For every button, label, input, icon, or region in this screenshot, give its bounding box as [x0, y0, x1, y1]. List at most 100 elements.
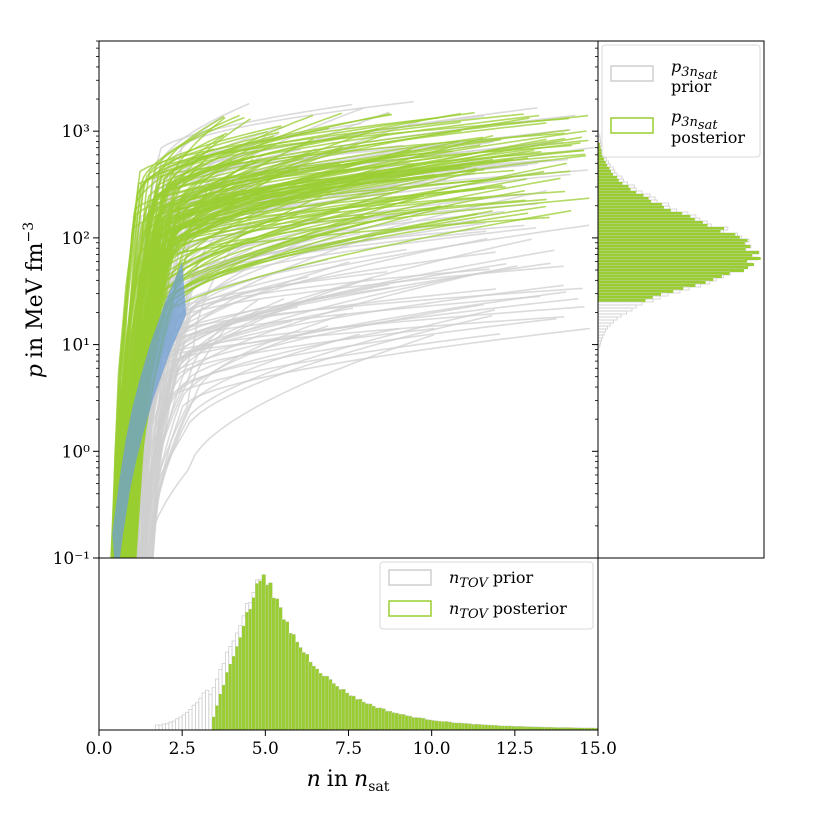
posterior-pressure-bin — [598, 263, 754, 266]
posterior-pressure-bin — [598, 152, 603, 155]
posterior-pressure-bin — [598, 272, 730, 275]
posterior-eos-line — [132, 170, 545, 558]
posterior-ntov-bin — [484, 725, 489, 730]
posterior-ntov-bin — [315, 669, 319, 730]
posterior-ntov-bin — [278, 607, 283, 730]
posterior-pressure-bin — [598, 197, 649, 200]
posterior-ntov-bin — [421, 718, 426, 730]
posterior-eos-line — [133, 189, 301, 558]
eos-sample-lines — [110, 100, 596, 558]
posterior-ntov-bin — [388, 711, 392, 730]
posterior-ntov-bin — [318, 673, 323, 730]
posterior-ntov-bin — [528, 726, 532, 730]
posterior-eos-line — [123, 170, 396, 558]
posterior-pressure-bin — [598, 221, 703, 224]
posterior-pressure-bin — [598, 293, 661, 296]
ntov-histogram-panel: 0.0 2.5 5.0 7.5 10.0 12.5 15.0 nTOV prior nTOV p… — [85, 557, 617, 759]
posterior-ntov-bin — [328, 679, 333, 730]
x-tick-label: 0.0 — [85, 739, 112, 759]
posterior-ntov-bin — [521, 726, 526, 730]
posterior-pressure-bin — [598, 212, 683, 215]
posterior-eos-line — [110, 166, 299, 558]
posterior-eos-line — [117, 129, 569, 558]
posterior-pressure-bin — [598, 143, 601, 146]
posterior-ntov-bin — [338, 689, 343, 730]
posterior-ntov-bin — [524, 726, 529, 730]
posterior-pressure-bin — [598, 173, 614, 176]
posterior-pressure-bin — [598, 224, 708, 227]
posterior-ntov-bin — [511, 726, 516, 730]
prior-pressure-bin — [598, 325, 609, 330]
prior-eos-line — [137, 314, 493, 558]
posterior-ntov-bin — [448, 722, 452, 730]
posterior-pressure-bin — [598, 200, 652, 203]
posterior-pressure-bin — [598, 227, 725, 230]
prior-ntov-bin — [201, 692, 206, 730]
posterior-ntov-bin — [365, 703, 369, 730]
posterior-pressure-bin — [598, 194, 644, 197]
bottom-x-ticks: 0.0 2.5 5.0 7.5 10.0 12.5 15.0 — [85, 730, 617, 759]
x-tick-label: 2.5 — [169, 739, 196, 759]
posterior-ntov-bin — [544, 727, 549, 730]
posterior-pressure-bin — [598, 209, 671, 212]
posterior-ntov-bin — [548, 727, 552, 730]
posterior-eos-line — [113, 112, 462, 558]
posterior-eos-line — [111, 209, 572, 558]
posterior-ntov-bin — [368, 704, 373, 730]
prior-pressure-bin — [598, 316, 618, 321]
prior-eos-line — [142, 307, 354, 558]
posterior-ntov-bin — [591, 728, 595, 730]
prior-pressure-bin — [598, 334, 604, 339]
posterior-pressure-bin — [598, 287, 684, 290]
posterior-pressure-bin — [598, 167, 610, 170]
posterior-ntov-bin — [478, 724, 482, 730]
posterior-pressure-bin — [598, 275, 722, 278]
posterior-pressure-bin — [598, 203, 663, 206]
posterior-eos-line — [118, 114, 240, 558]
posterior-eos-line — [117, 114, 589, 558]
prior-ntov-bin — [161, 723, 166, 730]
prior-eos-line — [149, 312, 347, 558]
posterior-eos-line — [133, 122, 547, 558]
posterior-pressure-bin — [598, 155, 603, 158]
posterior-ntov-bin — [568, 727, 572, 730]
posterior-ntov-bin — [225, 672, 229, 730]
posterior-ntov-bin — [571, 727, 575, 730]
posterior-pressure-bin — [598, 257, 761, 260]
posterior-ntov-bin — [464, 723, 469, 730]
posterior-ntov-bin — [541, 727, 545, 730]
ntov-legend-prior-text: nTOV prior — [449, 568, 533, 591]
posterior-ntov-bin — [301, 652, 306, 730]
posterior-pressure-bin — [598, 260, 748, 263]
posterior-pressure-bin — [598, 233, 736, 236]
posterior-eos-line — [125, 116, 245, 558]
posterior-ntov-bin — [218, 694, 223, 730]
prior-pressure-bin — [598, 343, 601, 348]
posterior-ntov-bin — [471, 724, 476, 730]
prior-ntov-bin — [208, 694, 213, 730]
posterior-ntov-bin — [311, 666, 316, 730]
posterior-ntov-bin — [578, 728, 582, 730]
posterior-ntov-bin — [228, 664, 233, 730]
pressure-legend-posterior-label: posterior — [671, 128, 745, 147]
posterior-pressure-bin — [598, 299, 646, 302]
posterior-eos-line — [114, 113, 524, 558]
posterior-eos-line — [117, 169, 515, 558]
prior-eos-line — [122, 265, 564, 558]
prior-pressure-bin — [598, 313, 622, 318]
posterior-pressure-bin — [598, 236, 740, 239]
posterior-ntov-bin — [378, 708, 382, 730]
posterior-ntov-bin — [258, 580, 263, 730]
prior-pressure-bin — [598, 331, 605, 336]
x-tick-label: 5.0 — [252, 739, 279, 759]
posterior-ntov-bin — [242, 625, 246, 730]
pressure-legend-posterior-swatch — [610, 117, 654, 134]
posterior-eos-line — [132, 144, 573, 558]
posterior-eos-line — [110, 111, 475, 558]
posterior-ntov-bin — [491, 725, 496, 730]
posterior-ntov-bin — [538, 727, 542, 730]
posterior-pressure-bin — [598, 290, 674, 293]
posterior-ntov-bin — [298, 647, 303, 730]
posterior-ntov-bin — [594, 728, 598, 730]
posterior-ntov-bin — [351, 696, 356, 730]
